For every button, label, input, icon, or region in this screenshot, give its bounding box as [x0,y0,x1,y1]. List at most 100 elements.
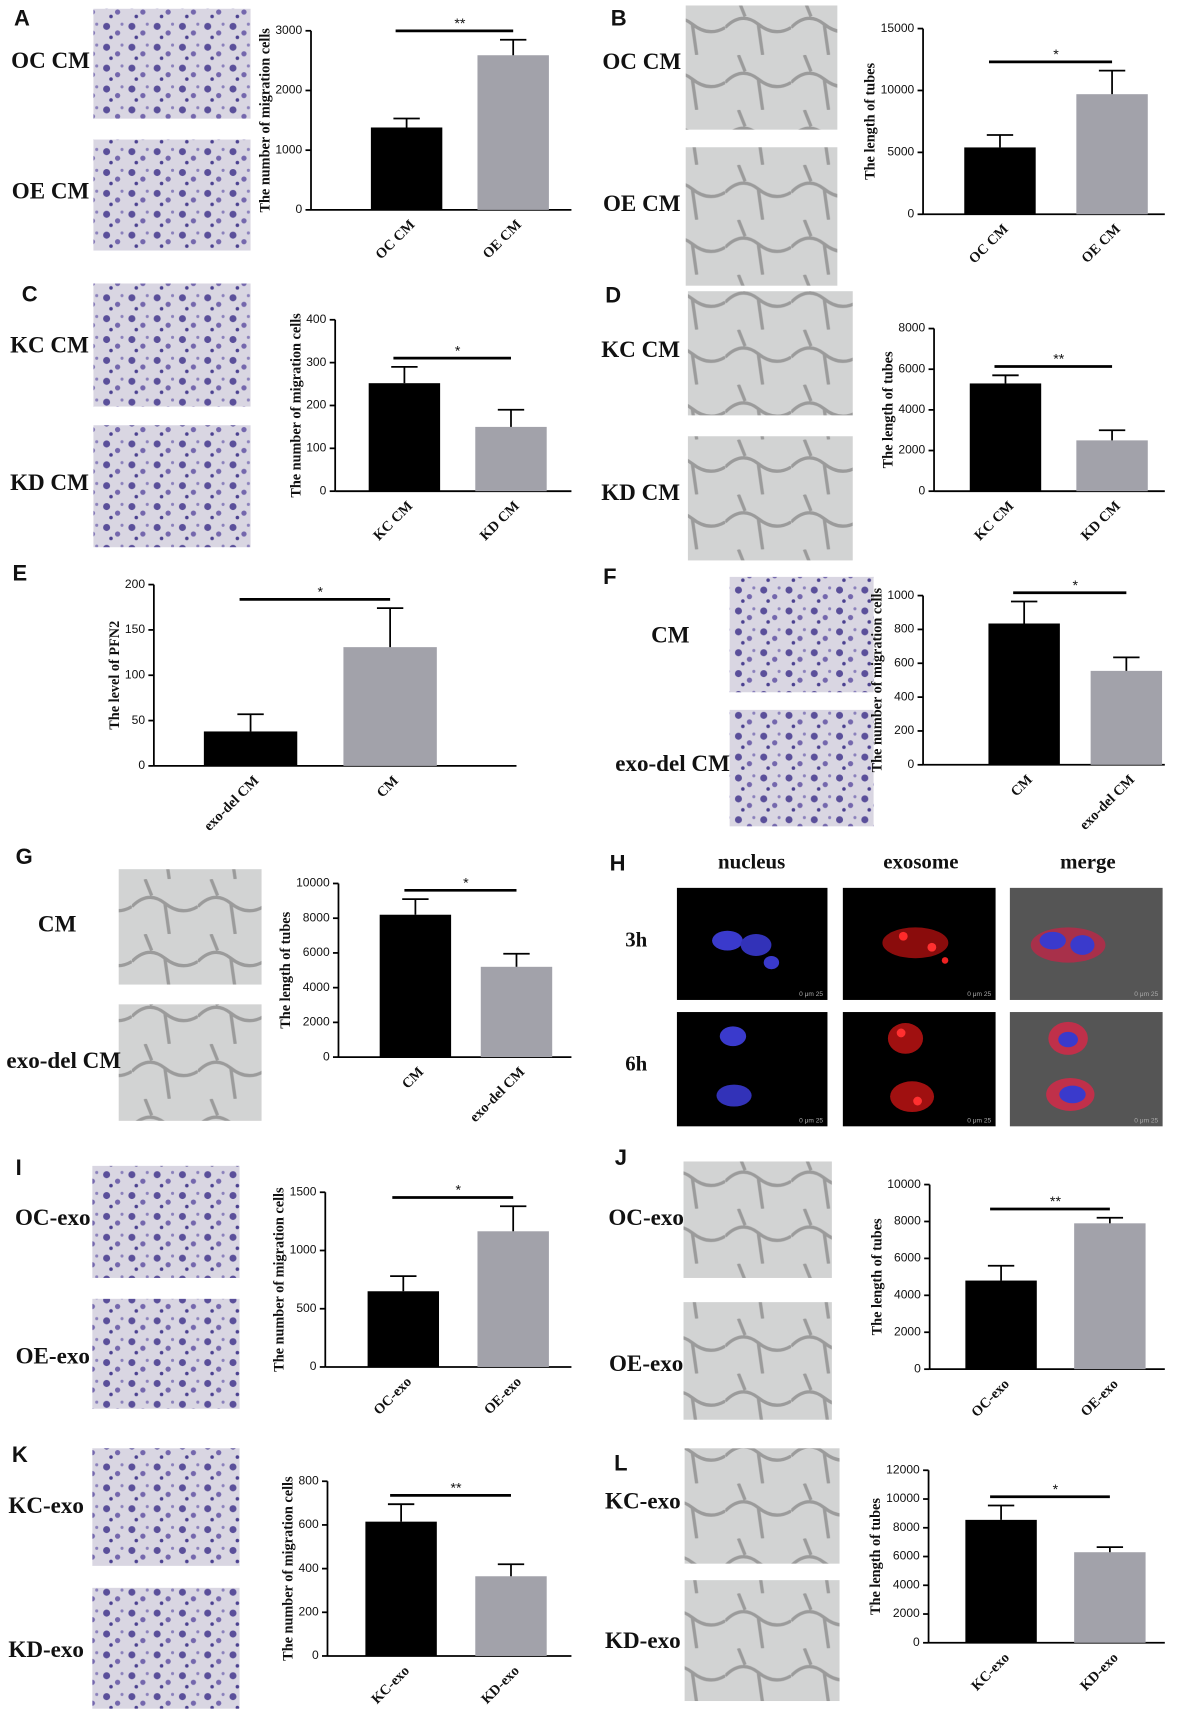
bar [368,383,441,492]
bar [475,426,547,492]
scale-bar-label: 0 μm 25 [1134,1118,1158,1125]
y-tick-label: 800 [894,622,914,636]
y-tick-label: 4000 [893,1577,920,1591]
y-tick-label: 400 [299,1561,319,1575]
bar [1074,1552,1146,1643]
y-tick-label: 600 [894,655,914,669]
significance-label: ** [450,1481,462,1497]
y-tick-label: 10000 [886,1491,920,1505]
micrograph [93,139,251,251]
y-axis-label: The number of migration cells [257,28,273,213]
x-tick-label: CM [374,773,402,801]
significance-label: * [1053,1482,1059,1498]
y-axis-label: The length of tubes [880,351,896,468]
x-tick-label: OE CM [1079,221,1125,267]
y-tick-label: 800 [299,1473,319,1487]
y-tick-label: 200 [306,398,326,412]
image-label: OE-exo [16,1342,90,1368]
image-label: OC-exo [608,1204,684,1230]
column-label: exosome [883,849,958,873]
micrograph [92,1165,240,1278]
image-label: OE CM [12,178,90,204]
bar [988,623,1060,765]
y-tick-label: 4000 [898,402,925,416]
image-label: CM [651,622,690,648]
bar [203,731,298,766]
x-tick-label: exo-del CM [1077,771,1139,833]
y-tick-label: 3000 [275,23,302,37]
significance-label: ** [1050,1194,1062,1210]
y-tick-label: 6000 [894,1251,921,1265]
micrograph [683,1302,832,1420]
y-tick-label: 15000 [881,21,915,35]
panel-letter: L [614,1451,627,1476]
y-tick-label: 10000 [881,83,915,97]
x-tick-label: OE CM [480,217,526,263]
image-label: KD-exo [8,1636,84,1662]
image-label: OE-exo [609,1350,683,1376]
bar [367,1291,440,1367]
y-tick-label: 12000 [886,1462,920,1476]
y-tick-label: 0 [323,1049,330,1063]
y-tick-label: 100 [125,667,145,681]
bar [343,647,437,766]
x-tick-label: KD-exo [1077,1650,1121,1694]
y-axis-label: The length of tubes [863,63,879,180]
bar [969,383,1042,492]
micrograph [683,1161,832,1278]
micrograph [93,8,251,119]
image-label: OC-exo [15,1204,91,1230]
y-tick-label: 1000 [275,142,302,156]
y-tick-label: 2000 [894,1324,921,1338]
scale-bar-label: 0 μm 25 [799,1118,823,1125]
significance-label: * [1053,47,1059,63]
panel-letter: F [603,564,616,589]
panel-letter: B [611,6,627,31]
y-tick-label: 4000 [894,1288,921,1302]
y-axis-label: The length of tubes [869,1218,885,1335]
y-tick-label: 400 [894,689,914,703]
image-label: OC CM [11,47,90,73]
bar [477,55,549,210]
bar [1074,1223,1146,1370]
image-label: KC-exo [605,1488,681,1514]
x-tick-label: CM [1008,771,1036,799]
panel-letter: K [12,1442,28,1467]
panel-letter: C [22,281,38,306]
micrograph [92,1448,240,1566]
micrograph [687,436,853,561]
y-tick-label: 8000 [303,910,330,924]
significance-label: * [455,343,461,359]
image-label: KD CM [601,479,680,505]
bar [475,1576,547,1656]
bar [379,914,452,1058]
x-tick-label: KC CM [971,498,1017,544]
y-tick-label: 200 [894,723,914,737]
row-label: 3h [625,928,647,952]
bar [965,1519,1037,1643]
scale-bar-label: 0 μm 25 [967,991,991,998]
y-tick-label: 0 [295,202,302,216]
image-label: KC-exo [8,1492,84,1518]
row-label: 6h [625,1052,647,1076]
panel-letter: G [16,844,33,869]
image-label: exo-del CM [615,750,730,776]
x-tick-label: OC-exo [968,1376,1012,1420]
micrograph [685,147,838,286]
y-tick-label: 50 [132,713,146,727]
y-tick-label: 100 [306,441,326,455]
micrograph [687,291,853,416]
x-tick-label: KC CM [370,498,416,544]
x-tick-label: OC-exo [371,1374,415,1418]
significance-label: ** [454,16,466,32]
image-label: CM [38,911,77,937]
y-axis-label: The number of migration cells [281,1476,297,1661]
y-axis-label: The number of migration cells [272,1187,288,1372]
significance-label: ** [1053,352,1065,368]
y-tick-label: 6000 [893,1549,920,1563]
image-label: KC CM [601,336,680,362]
micrograph [729,576,874,693]
x-tick-label: OE-exo [481,1374,525,1418]
y-tick-label: 8000 [898,321,925,335]
x-tick-label: KD-exo [478,1663,522,1707]
